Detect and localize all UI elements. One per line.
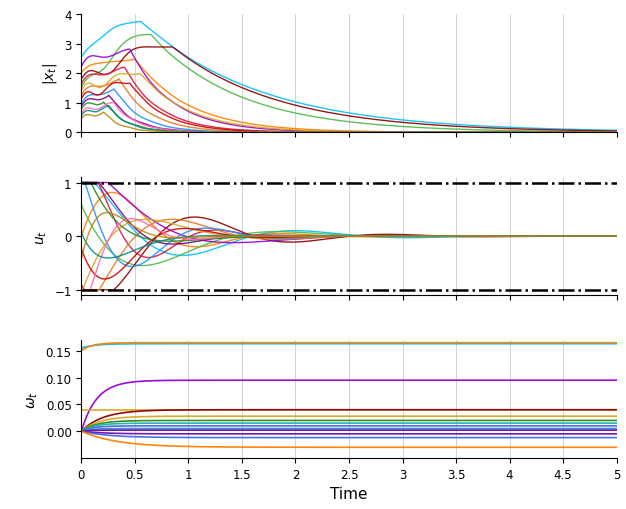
X-axis label: Time: Time [331, 486, 367, 501]
Y-axis label: $u_t$: $u_t$ [34, 229, 49, 244]
Y-axis label: $\omega_t$: $\omega_t$ [26, 390, 40, 408]
Y-axis label: $|x_t|$: $|x_t|$ [41, 63, 59, 85]
